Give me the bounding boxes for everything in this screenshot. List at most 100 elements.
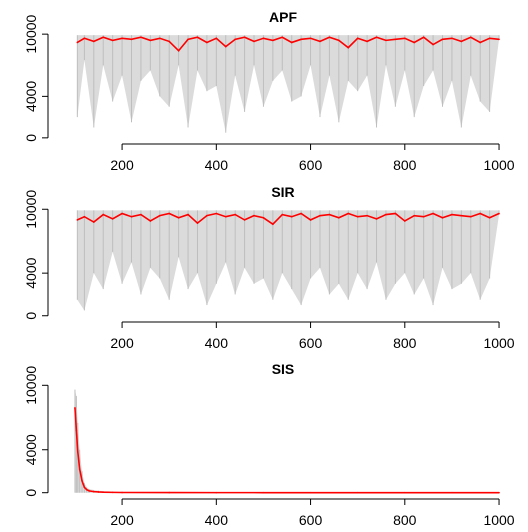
data-point	[83, 215, 86, 218]
data-point	[187, 213, 189, 216]
data-point	[196, 36, 199, 39]
series-line	[76, 36, 500, 52]
data-point	[158, 37, 161, 40]
data-point	[168, 491, 171, 494]
y-tick-label: 4000	[23, 81, 39, 112]
data-point	[102, 491, 105, 493]
data-point	[224, 215, 227, 218]
chart-title: SIS	[272, 361, 295, 377]
data-point	[177, 49, 180, 52]
data-point	[469, 36, 472, 39]
data-point	[394, 212, 397, 215]
data-point	[319, 40, 321, 43]
data-point	[422, 215, 425, 218]
data-point	[309, 491, 312, 494]
data-point	[93, 40, 95, 43]
data-point	[498, 491, 500, 494]
data-point	[121, 491, 123, 494]
data-point	[469, 215, 472, 218]
data-point	[422, 36, 425, 39]
data-point	[498, 38, 500, 41]
data-point	[479, 212, 481, 215]
data-point	[177, 216, 180, 219]
x-tick-label: 600	[299, 157, 323, 173]
data-point	[328, 213, 331, 216]
data-point	[281, 36, 284, 39]
data-point	[78, 468, 81, 470]
x-tick-label: 800	[393, 512, 417, 528]
data-point	[347, 46, 350, 49]
data-point	[338, 216, 340, 219]
data-point	[272, 223, 274, 225]
data-point	[300, 212, 302, 215]
data-point	[83, 486, 86, 489]
data-point	[121, 212, 123, 215]
x-tick-label: 200	[110, 157, 134, 173]
data-point	[215, 37, 218, 40]
x-tick-label: 600	[299, 335, 323, 351]
x-tick-label: 800	[393, 157, 417, 173]
data-point	[149, 39, 152, 42]
data-point	[168, 212, 171, 215]
chart-title: SIR	[271, 184, 294, 200]
y-tick-label: 0	[23, 489, 39, 497]
data-point	[451, 213, 453, 216]
data-point	[451, 37, 453, 40]
data-point	[290, 41, 293, 44]
y-tick-label: 4000	[23, 257, 39, 288]
data-point	[432, 43, 434, 46]
data-point	[140, 213, 142, 216]
y-tick-label: 0	[23, 134, 39, 142]
data-point	[76, 451, 79, 453]
data-point	[451, 491, 453, 494]
data-point	[394, 38, 397, 41]
data-point	[111, 218, 114, 220]
data-point	[488, 216, 491, 219]
data-point	[319, 214, 321, 217]
data-point	[309, 37, 312, 40]
data-point	[206, 41, 208, 44]
data-point	[215, 491, 218, 494]
data-point	[83, 37, 86, 40]
x-tick-label: 800	[393, 335, 417, 351]
data-point	[300, 38, 302, 41]
data-point	[253, 40, 255, 43]
data-point	[243, 219, 246, 221]
data-point	[102, 213, 105, 216]
data-point	[234, 213, 236, 216]
series-line	[74, 407, 500, 494]
data-point	[206, 214, 208, 217]
data-point	[76, 41, 79, 44]
data-point	[262, 491, 265, 494]
data-point	[356, 37, 359, 40]
data-point	[385, 39, 387, 42]
data-point	[413, 214, 416, 217]
data-point	[488, 37, 491, 40]
data-point	[328, 36, 331, 39]
y-tick-label: 10000	[23, 190, 39, 229]
data-point	[290, 215, 293, 218]
y-tick-label: 0	[23, 312, 39, 320]
data-point	[149, 220, 152, 222]
y-tick-label: 10000	[23, 366, 39, 405]
data-point	[432, 212, 434, 215]
data-point	[88, 490, 90, 492]
data-point	[403, 491, 406, 494]
x-tick-label: 1000	[483, 157, 514, 173]
data-point	[121, 37, 123, 40]
x-tick-label: 400	[205, 335, 229, 351]
data-point	[130, 38, 133, 41]
data-point	[140, 36, 142, 39]
data-point	[272, 39, 274, 42]
data-point	[338, 39, 340, 42]
data-point	[441, 216, 444, 219]
chart-title: APF	[269, 9, 297, 25]
data-point	[460, 214, 463, 217]
data-point	[366, 40, 368, 43]
y-tick-label: 10000	[23, 14, 39, 53]
x-tick-label: 200	[110, 335, 134, 351]
